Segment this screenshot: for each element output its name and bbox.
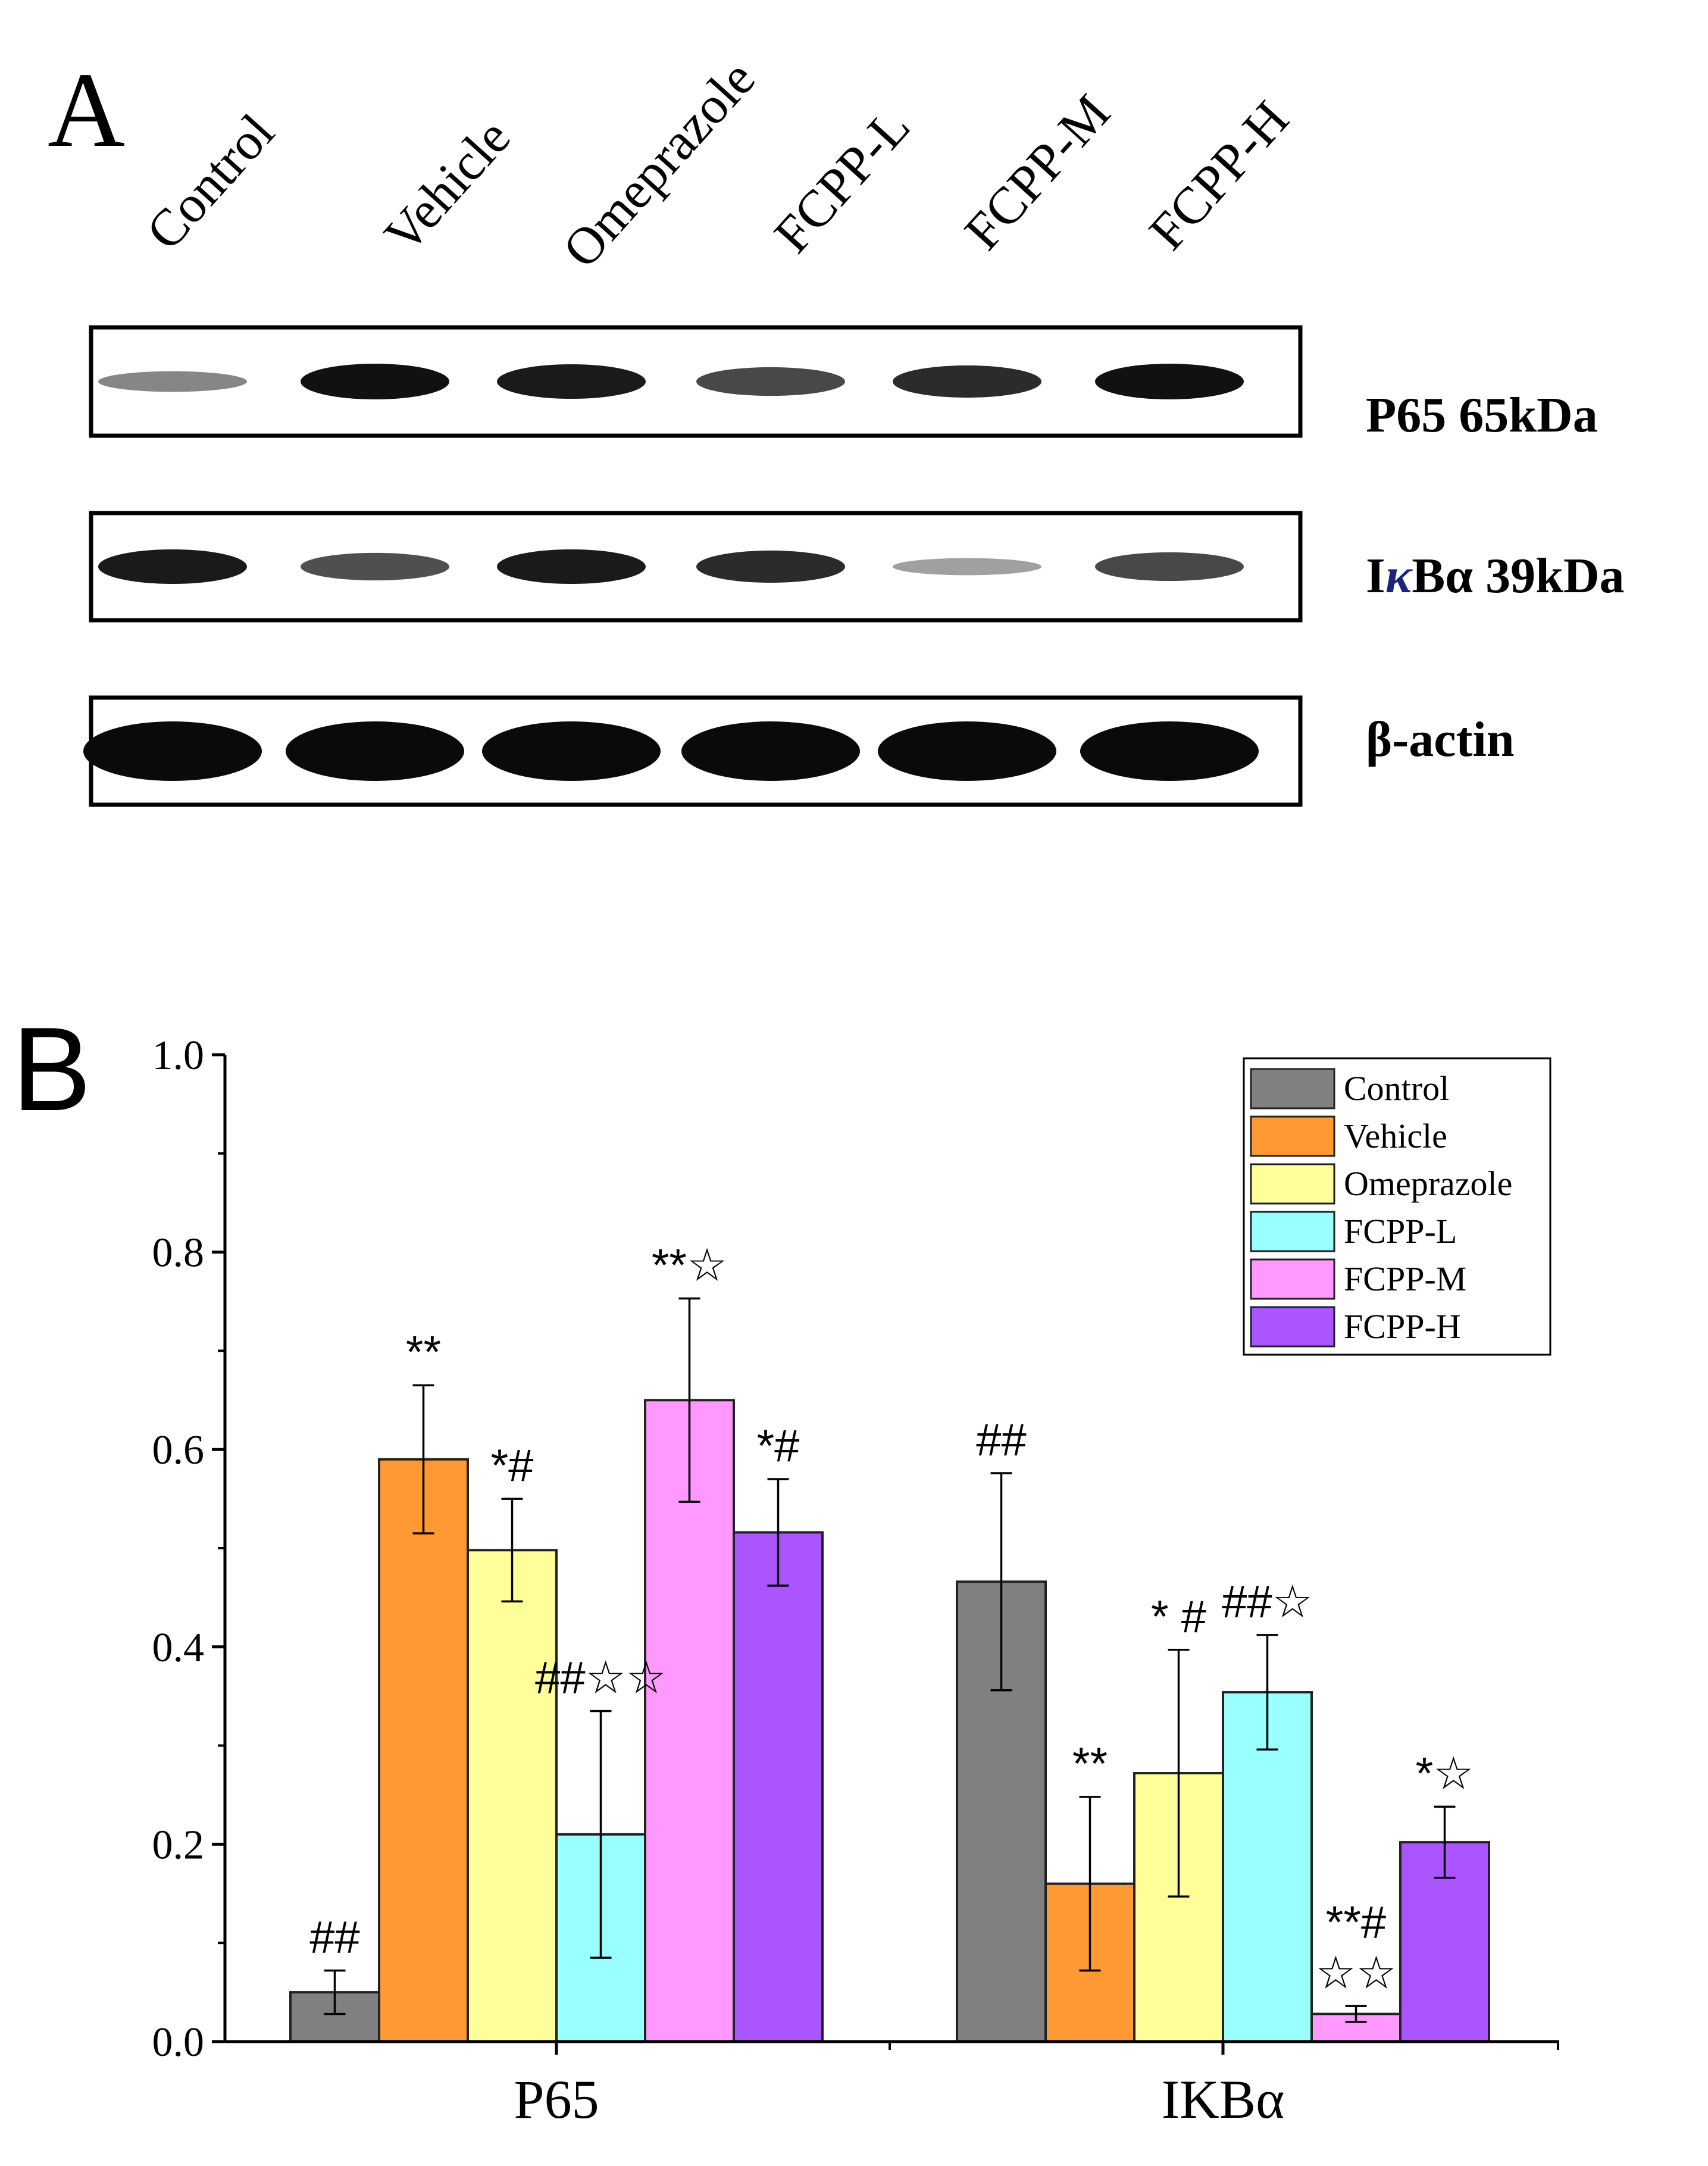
blot-label: IκBα 39kDa [1366,548,1625,604]
blot-band [497,549,646,585]
blot-band [1095,552,1244,582]
lane-label: FCPP-H [1138,90,1300,261]
legend-swatch [1250,1068,1335,1109]
blot-band [286,721,464,781]
legend-swatch [1250,1306,1335,1348]
significance-annotation: *☆ [1416,1748,1474,1799]
y-tick-label: 0.8 [152,1230,205,1276]
lane-label: FCPP-M [954,84,1122,261]
x-tick-label: IKBα [1162,2069,1285,2130]
bar [733,1531,824,2043]
lane-label: Vehicle [374,108,522,264]
lane-label: FCPP-L [764,98,921,264]
significance-annotation: ** [1072,1739,1108,1789]
significance-annotations: ## ## ** ** *# * # ##☆☆ ##☆ **☆ **#☆☆ *# *☆ [309,1240,1474,1999]
significance-annotation: ## [976,1415,1027,1465]
lane-label: Omeprazole [552,50,767,279]
error-bars [324,1297,1456,2023]
blot-band [893,365,1041,398]
legend-label: Omeprazole [1344,1164,1512,1203]
blot-band [482,721,661,781]
bars [289,1399,1490,2043]
blot-band [878,721,1056,781]
blot-strip: β-actin [83,695,1515,807]
bar [467,1549,558,2043]
y-tick-label: 1.0 [152,1033,205,1079]
blot-band [83,721,262,781]
significance-annotation: *# [757,1421,800,1471]
blot-band [696,367,845,396]
blot-band [1095,364,1244,399]
blot-strips: P65 65kDa IκBα 39kDa β-actin [83,325,1625,807]
significance-annotation: ☆☆ [1315,1948,1396,1998]
significance-annotation: *# [491,1440,534,1491]
blot-band [301,364,449,399]
blot-strip: IκBα 39kDa [89,511,1625,623]
legend-label: FCPP-H [1344,1307,1461,1346]
blot-label-part: Bα 39kDa [1412,548,1624,604]
legend: Control Vehicle Omeprazole FCPP-L FCPP-M FCPP… [1243,1057,1551,1356]
blot-band [1080,721,1259,781]
x-axis: P65 IKBα [225,2040,1559,2130]
blot-band [681,721,860,781]
y-tick-label: 0.4 [152,1625,205,1671]
panel-b-bar-chart: B 0.00.20.40.60.81.0 ####*****#* ###☆☆##… [12,1003,1559,2130]
blot-band [98,371,247,392]
significance-annotation: ## [309,1912,360,1963]
y-tick-label: 0.0 [152,2020,205,2065]
blot-label: P65 65kDa [1366,387,1598,443]
y-tick-label: 0.2 [152,1822,205,1868]
x-tick-label: P65 [514,2069,599,2130]
blot-band [497,364,646,399]
panel-a-label: A [48,51,125,169]
y-axis: 0.0 0.2 0.4 0.6 0.8 1.0 [152,1033,227,2065]
blot-label-part: κ [1385,548,1413,604]
bar [378,1458,469,2043]
legend-swatch [1250,1211,1335,1252]
legend-label: FCPP-M [1344,1259,1466,1298]
bar [644,1399,735,2043]
significance-annotation: **# [1326,1897,1386,1948]
significance-annotation: ##☆☆ [535,1653,667,1704]
significance-annotation: **☆ [652,1240,727,1291]
lane-label: Control [136,104,286,261]
panel-b-label: B [12,1003,91,1136]
legend-swatch [1250,1258,1335,1300]
legend-label: FCPP-L [1344,1212,1457,1251]
significance-annotation: * # [1151,1592,1206,1642]
blot-band [301,552,449,581]
blot-strip: P65 65kDa [89,325,1598,443]
blot-label: β-actin [1366,712,1515,767]
legend-label: Control [1344,1069,1449,1108]
blot-label-part: I [1366,548,1385,604]
legend-swatch [1250,1163,1335,1205]
blot-band [98,549,247,585]
legend-label: Vehicle [1344,1117,1447,1155]
legend-swatch [1250,1115,1335,1157]
significance-annotation: ** [406,1327,441,1377]
blot-band [696,550,845,583]
significance-annotation: ##☆ [1222,1577,1313,1627]
blot-band [893,558,1041,576]
y-tick-label: 0.6 [152,1427,205,1473]
